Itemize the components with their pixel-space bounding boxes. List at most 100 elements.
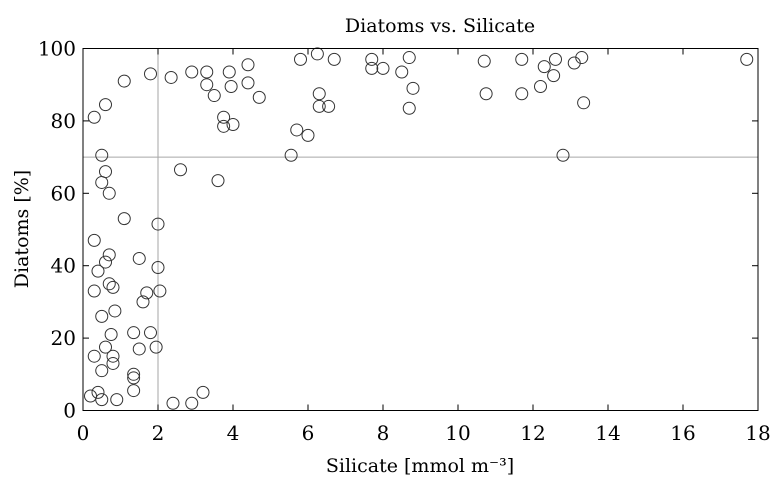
- data-point: [164, 70, 178, 84]
- data-point: [515, 87, 529, 101]
- data-point: [102, 248, 116, 262]
- data-point: [376, 61, 390, 75]
- data-point: [117, 74, 131, 88]
- data-point: [95, 148, 109, 162]
- data-point: [127, 367, 141, 381]
- data-point: [226, 118, 240, 132]
- x-tick-label: 18: [745, 421, 770, 445]
- data-point: [406, 81, 420, 95]
- x-tick-label: 2: [152, 421, 165, 445]
- data-point: [87, 233, 101, 247]
- data-point: [301, 128, 315, 142]
- data-point: [252, 90, 266, 104]
- x-axis: 0 2 4 6 8 10 12 14 16 18: [77, 48, 771, 445]
- data-point: [224, 80, 238, 94]
- data-point: [395, 65, 409, 79]
- data-point: [217, 110, 231, 124]
- data-point: [110, 393, 124, 407]
- x-tick-label: 4: [227, 421, 240, 445]
- data-point: [322, 99, 336, 113]
- data-point: [549, 52, 562, 66]
- data-point: [200, 65, 214, 79]
- data-point: [99, 255, 112, 269]
- data-point: [95, 309, 109, 323]
- data-point: [132, 342, 146, 356]
- data-point: [151, 217, 165, 231]
- data-point: [294, 52, 307, 66]
- data-point: [108, 304, 122, 318]
- y-tick-label: 20: [51, 326, 76, 350]
- data-point: [153, 284, 167, 298]
- data-point: [211, 174, 225, 188]
- data-point: [185, 396, 199, 410]
- x-tick-label: 0: [77, 421, 90, 445]
- data-point: [312, 87, 326, 101]
- data-point: [290, 123, 304, 137]
- y-tick-label: 0: [63, 399, 76, 423]
- data-point: [312, 99, 326, 113]
- data-point: [365, 52, 379, 66]
- data-point: [310, 47, 324, 61]
- x-tick-label: 14: [595, 421, 620, 445]
- y-tick-label: 80: [51, 109, 76, 133]
- data-point: [127, 326, 141, 340]
- x-tick-label: 10: [445, 421, 470, 445]
- data-point: [144, 67, 157, 81]
- data-point: [95, 175, 109, 189]
- data-point: [515, 52, 529, 66]
- plot-area-frame: [82, 48, 759, 411]
- y-tick-label: 40: [51, 254, 76, 278]
- data-point: [284, 148, 298, 162]
- data-point: [477, 54, 491, 68]
- data-point: [534, 80, 547, 94]
- data-point: [149, 340, 163, 354]
- data-point: [91, 385, 105, 399]
- data-point: [241, 76, 255, 90]
- data-point: [166, 396, 180, 410]
- data-point: [575, 51, 589, 65]
- x-tick-label: 16: [670, 421, 695, 445]
- y-axis-label: Diatoms [%]: [11, 170, 33, 288]
- data-point: [200, 78, 214, 92]
- data-point: [117, 212, 131, 226]
- data-point: [95, 364, 109, 378]
- data-point: [144, 326, 157, 340]
- data-point: [99, 165, 112, 179]
- data-point: [140, 286, 154, 300]
- data-point: [127, 384, 141, 398]
- data-point: [327, 52, 341, 66]
- data-point: [185, 65, 199, 79]
- data-point: [556, 148, 570, 162]
- data-point: [577, 96, 591, 110]
- data-point: [547, 69, 561, 83]
- data-point: [87, 110, 101, 124]
- data-point: [402, 51, 416, 65]
- x-tick-label: 6: [302, 421, 315, 445]
- chart-title: Diatoms vs. Silicate: [345, 15, 535, 37]
- data-point: [207, 89, 221, 103]
- data-point: [127, 371, 141, 385]
- data-point: [537, 60, 551, 74]
- y-tick-label: 100: [38, 37, 76, 61]
- data-point: [84, 389, 97, 403]
- data-point: [740, 52, 754, 66]
- x-tick-label: 8: [377, 421, 390, 445]
- data-point: [104, 327, 118, 341]
- data-point: [479, 87, 493, 101]
- data-point: [365, 61, 379, 75]
- data-point: [196, 385, 210, 399]
- data-point: [132, 251, 146, 265]
- data-point: [87, 349, 101, 363]
- data-point: [241, 58, 255, 72]
- reference-lines: [83, 48, 758, 411]
- data-point: [151, 261, 165, 275]
- data-point: [91, 264, 105, 278]
- data-point: [106, 356, 120, 370]
- data-point: [95, 393, 109, 407]
- data-point: [102, 186, 116, 200]
- data-point: [87, 284, 101, 298]
- data-point: [222, 65, 236, 79]
- data-points: [84, 47, 754, 410]
